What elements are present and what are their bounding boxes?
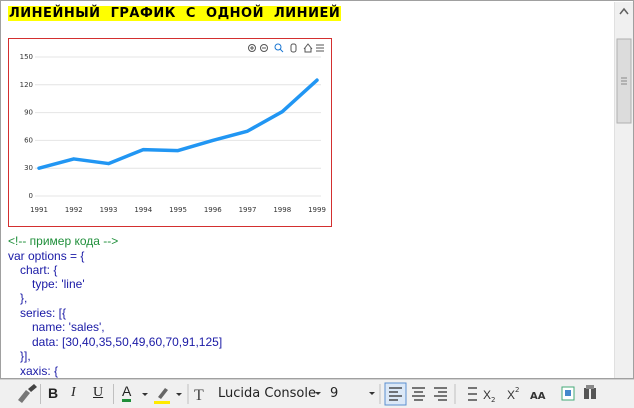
editor-area[interactable]: ЛИНЕЙНЫЙ ГРАФИК С ОДНОЙ ЛИНИЕЙ 0 30 60 90 12…	[0, 0, 634, 379]
code-line: xaxis: {	[20, 364, 59, 378]
code-line: type: 'line'	[32, 277, 85, 291]
x-tick-label: 1996	[204, 206, 222, 214]
y-tick-label: 60	[24, 136, 33, 144]
x-tick-label: 1991	[30, 206, 48, 214]
x-tick-label: 1992	[65, 206, 83, 214]
y-tick-label: 0	[29, 192, 33, 200]
y-tick-label: 90	[24, 109, 33, 117]
code-line: chart: {	[20, 263, 58, 277]
toolbar-icons: T	[142, 384, 204, 404]
code-line: var options = {	[8, 249, 85, 263]
bold-button[interactable]: B	[48, 385, 59, 401]
x-tick-label: 1999	[308, 206, 326, 214]
code-line: data: [30,40,35,50,49,60,70,91,125]	[32, 335, 223, 349]
x-tick-label: 1994	[134, 206, 152, 214]
y-tick-label: 30	[24, 164, 33, 172]
code-line: series: [{	[20, 306, 67, 320]
svg-text:X: X	[483, 388, 491, 402]
code-line: <!-- пример кода -->	[8, 234, 119, 248]
x-tick-label: 1998	[273, 206, 291, 214]
format-painter[interactable]	[12, 380, 52, 408]
scrollbar-graphic	[616, 7, 632, 124]
code-line: },	[20, 291, 28, 305]
insert-icons[interactable]	[555, 380, 615, 408]
separator	[113, 384, 114, 404]
x-tick-label: 1993	[100, 206, 118, 214]
scrollbar[interactable]	[614, 2, 633, 378]
font-select[interactable]: Lucida Console	[218, 386, 316, 401]
data-line	[37, 78, 319, 170]
chart-toolbar[interactable]	[248, 43, 325, 53]
size-select[interactable]: 9	[330, 386, 339, 401]
svg-text:AA: AA	[530, 391, 546, 402]
svg-text:2: 2	[491, 396, 495, 404]
chart: 0 30 60 90 120 150 1991 1992 1993 1994 1995 1996 199…	[20, 43, 326, 214]
svg-text:X: X	[507, 388, 515, 402]
separator	[40, 384, 41, 404]
underline-button[interactable]: U	[93, 385, 104, 400]
code-line: }],	[20, 349, 31, 363]
x-tick-label: 1995	[169, 206, 187, 214]
heading: ЛИНЕЙНЫЙ ГРАФИК С ОДНОЙ ЛИНИЕЙ	[8, 6, 342, 21]
code-line: name: 'sales',	[32, 320, 105, 334]
svg-text:2: 2	[515, 386, 519, 394]
chart-frame: 0 30 60 90 120 150 1991 1992 1993 1994 1995 1996 199…	[8, 38, 332, 227]
svg-text:T: T	[194, 387, 204, 404]
y-tick-label: 150	[20, 53, 33, 61]
italic-button[interactable]: I	[71, 385, 76, 400]
x-tick-label: 1997	[239, 206, 257, 214]
y-tick-label: 120	[20, 81, 33, 89]
font-color-button[interactable]: A	[122, 383, 132, 402]
